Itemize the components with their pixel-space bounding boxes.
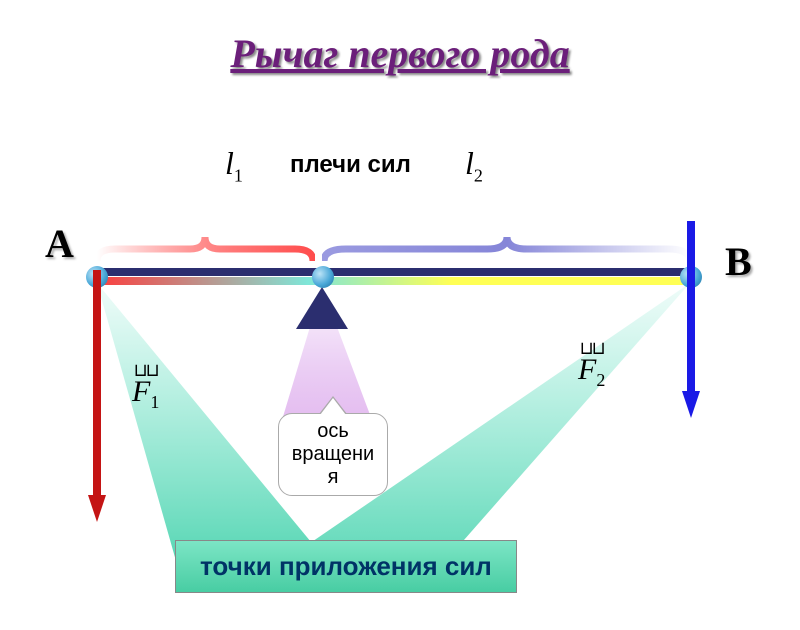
l2-var: l bbox=[465, 145, 474, 181]
f1-sub: 1 bbox=[150, 392, 159, 412]
force-f1-arrow bbox=[88, 270, 108, 525]
l1-sub: 1 bbox=[234, 165, 243, 185]
lever-bar-bottom bbox=[92, 277, 692, 285]
l1-var: l bbox=[225, 145, 234, 181]
f1-var: F bbox=[132, 375, 150, 408]
l2-sub: 2 bbox=[474, 165, 483, 185]
pivot-fulcrum bbox=[296, 287, 348, 329]
f2-var: F bbox=[578, 353, 596, 386]
f2-sub: 2 bbox=[596, 370, 605, 390]
page-title: Рычаг первого рода bbox=[0, 30, 800, 77]
arms-text: плечи сил bbox=[290, 151, 411, 179]
force-f2-label: ⊔⊔ F2 bbox=[578, 343, 605, 391]
force-f2-arrow bbox=[682, 221, 702, 421]
hinge-pivot bbox=[312, 266, 334, 288]
axis-callout: ось вращени я bbox=[278, 413, 388, 496]
l1-label: l1 bbox=[225, 145, 243, 186]
force-application-points-label: точки приложения сил bbox=[175, 540, 517, 593]
brace-l2 bbox=[322, 235, 692, 263]
f2-vector-bar: ⊔⊔ bbox=[578, 343, 605, 353]
lever-diagram: ⊔⊔ F1 ⊔⊔ F2 ось вращени я точки приложен… bbox=[0, 195, 800, 595]
brace-l1 bbox=[95, 235, 315, 263]
l2-label: l2 bbox=[465, 145, 483, 186]
lever-bar-top bbox=[92, 268, 692, 276]
force-f1-label: ⊔⊔ F1 bbox=[132, 365, 159, 413]
f1-vector-bar: ⊔⊔ bbox=[132, 365, 159, 375]
